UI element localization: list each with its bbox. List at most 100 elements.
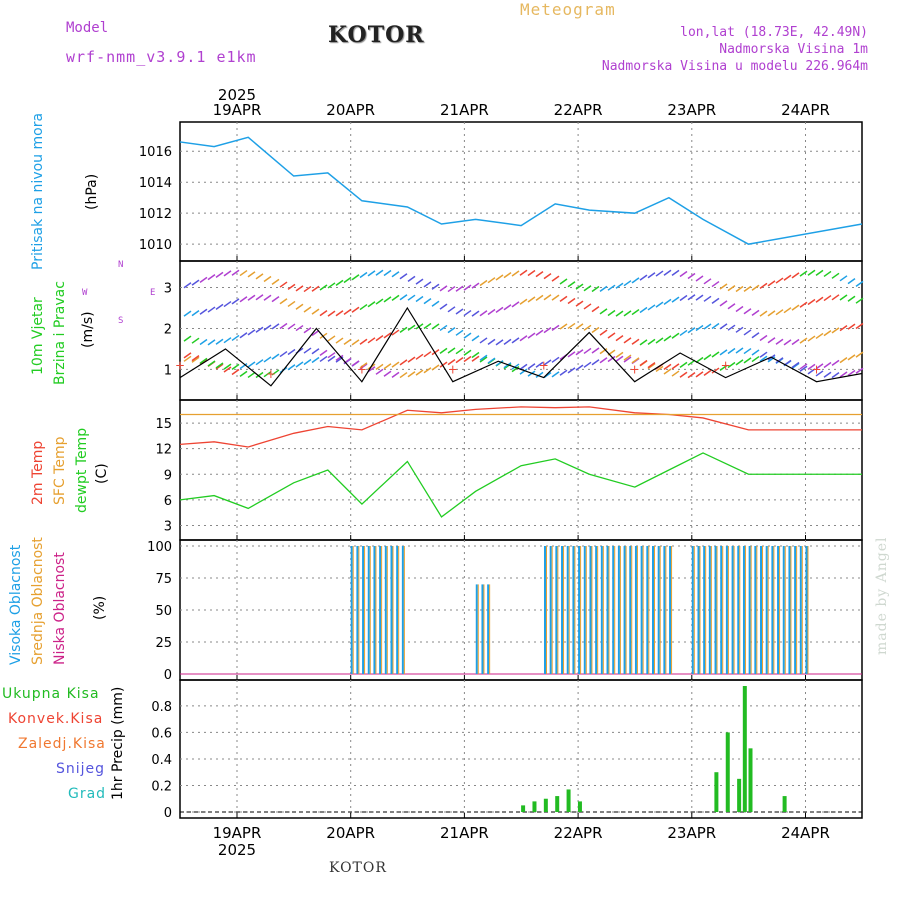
cloud-mid-bar (386, 546, 388, 674)
cloud-high-bar (720, 546, 723, 674)
wind-barb (855, 351, 864, 358)
wind-barb (567, 351, 576, 358)
wind-barb (823, 371, 832, 378)
wind-ytick: 1 (164, 363, 172, 378)
bottom-day-label: 22APR (554, 824, 603, 842)
wind-barb (231, 269, 240, 276)
wind-label-2-text: Brzina i Pravac (52, 281, 68, 385)
cloud-mid-bar (750, 546, 752, 674)
cloud-high-bar (561, 546, 564, 674)
precip-ytick: 0.2 (151, 779, 172, 794)
wind-barb (623, 337, 632, 344)
wind-barb (847, 369, 856, 377)
wind-barb (263, 371, 272, 378)
wind-barb (687, 294, 696, 301)
wind-barb (183, 282, 192, 289)
wind-barb (759, 334, 768, 342)
wind-barb (383, 332, 392, 339)
wind-barb (479, 279, 488, 287)
wind-barb (583, 361, 592, 368)
wind-barb (559, 295, 568, 303)
wind-barb (799, 337, 808, 344)
wind-barb (319, 284, 328, 291)
cloud-mid-bar (773, 546, 775, 674)
cloud-mid-bar (489, 584, 491, 674)
cloud-mid-bar (602, 546, 604, 674)
cloud-mid-bar (796, 546, 798, 674)
wind-barb (367, 270, 376, 277)
wind-barb (191, 354, 200, 362)
cloud-high-bar (595, 546, 598, 674)
wind-barb (343, 338, 352, 346)
wind-barb (583, 347, 592, 355)
wind-barb (255, 326, 264, 333)
wind-barb (223, 337, 232, 344)
wind-barb (663, 363, 672, 371)
wind-barb (463, 355, 472, 363)
wind-barb (711, 280, 720, 288)
wind-barb (487, 357, 496, 364)
wind-barb (295, 361, 304, 368)
cloud-high-bar (640, 546, 643, 674)
wind-barb (735, 359, 744, 366)
top-day-label: 19APR (213, 101, 262, 119)
cloud-high-bar (373, 546, 376, 674)
bottom-day-label: 19APR (213, 824, 262, 842)
wind-barb (735, 326, 744, 333)
wind-unit-text: (m/s) (80, 311, 96, 348)
wind-barb (591, 347, 600, 354)
wind-barb (359, 363, 368, 370)
wind-barb (535, 361, 544, 368)
wind-barb (255, 294, 264, 301)
wind-gust-marker: + (812, 363, 822, 377)
wind-barb (663, 368, 672, 375)
cloud-mid-bar (392, 546, 394, 674)
wind-barb (791, 361, 800, 369)
wind-barb (263, 275, 272, 283)
wind-barb (471, 335, 480, 342)
cloud-mid-bar (756, 546, 758, 674)
wind-barb (463, 349, 472, 356)
wind-barb (775, 338, 784, 345)
wind-barb (511, 363, 520, 370)
cloud-label-1: Visoka Oblacnost (8, 545, 24, 665)
wind-barb (711, 297, 720, 304)
wind-barb (551, 371, 560, 378)
cloud-mid-bar (631, 546, 633, 674)
wind-frame (179, 260, 863, 401)
cloud-mid-bar (597, 546, 599, 674)
wind-barb (567, 281, 576, 288)
cloud-high-bar (350, 546, 353, 674)
cloud-high-bar (583, 546, 586, 674)
wind-barb (223, 270, 232, 277)
cloud-high-bar (362, 546, 365, 674)
wind-barb (359, 338, 368, 345)
wind-barb (271, 323, 280, 330)
wind-barb (535, 329, 544, 336)
wind-barb (615, 351, 624, 358)
wind-barb (775, 277, 784, 284)
cloud-mid-bar (790, 546, 792, 674)
cloud-unit: (%) (92, 596, 108, 620)
wind-barb (831, 272, 840, 279)
wind-barb (375, 363, 384, 371)
wind-gust-marker: + (630, 363, 640, 377)
wind-barb (591, 306, 600, 313)
wind-barb (495, 306, 504, 313)
cloud-high-bar (549, 546, 552, 674)
wind-barb (783, 339, 792, 346)
wind-barb (607, 355, 616, 363)
wind-barb (351, 306, 360, 313)
wind-barb (775, 357, 784, 364)
wind-barb (599, 329, 608, 336)
wind-barb (391, 271, 400, 278)
wind-barb (287, 300, 296, 308)
wind-barb (215, 303, 224, 311)
wind-barb (263, 324, 272, 331)
wind-barb (679, 329, 688, 337)
wind-barb (815, 363, 824, 370)
pressure-ytick: 1012 (139, 207, 172, 222)
wind-barb (751, 355, 760, 363)
cloud-mid-bar (716, 546, 718, 674)
cloud-high-bar (765, 546, 768, 674)
